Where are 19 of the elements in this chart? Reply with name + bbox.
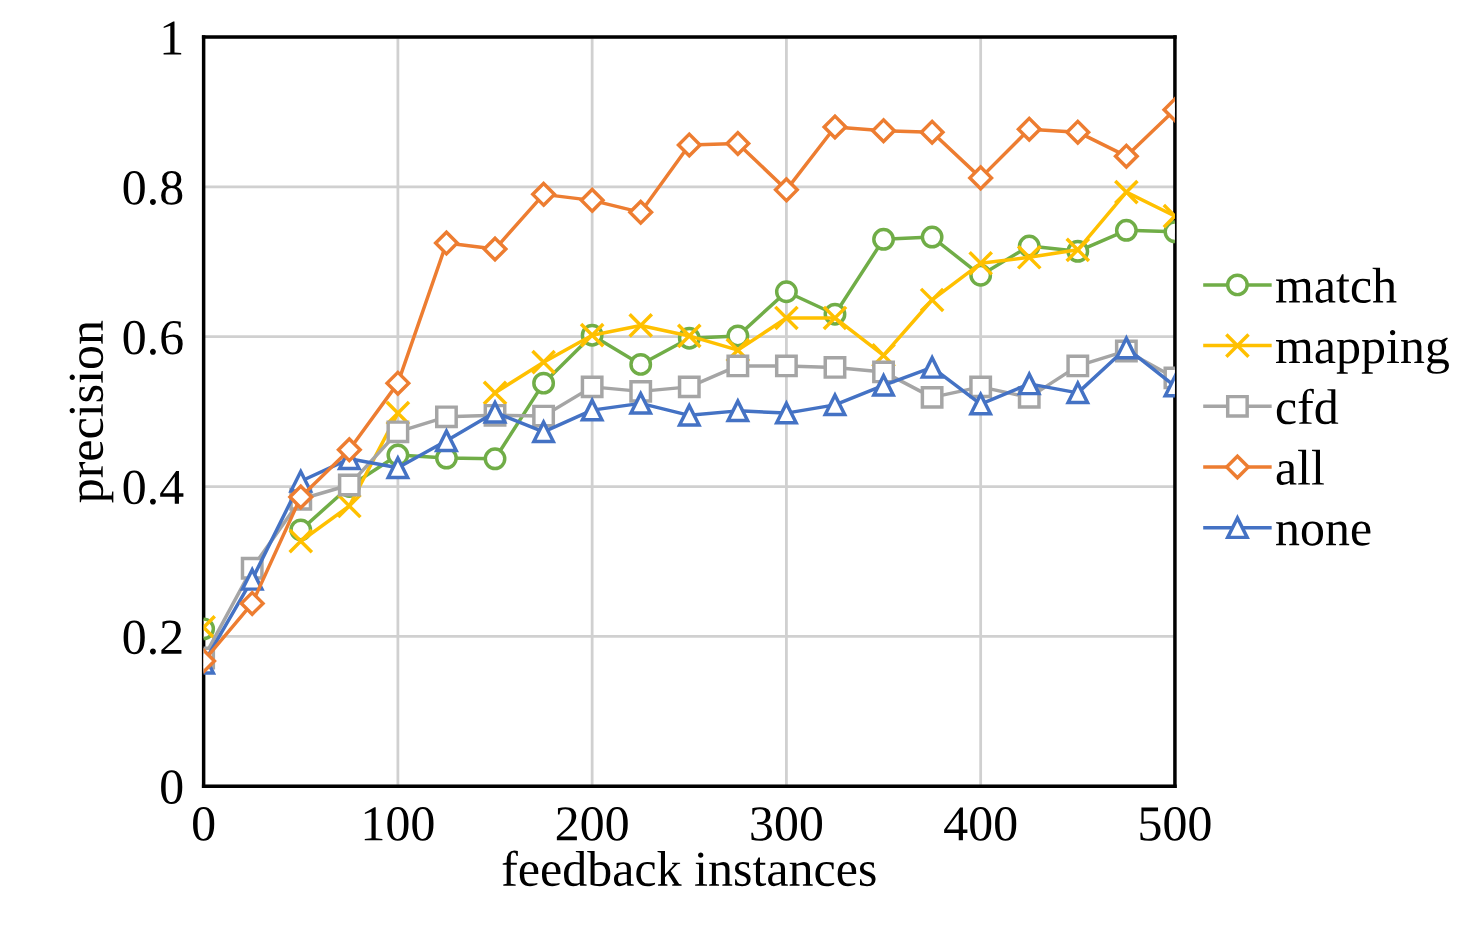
legend-label: match: [1275, 267, 1397, 303]
legend-label: mapping: [1275, 329, 1449, 374]
y-tick-label: 0.8: [123, 170, 183, 205]
x-tick-label: 100: [364, 807, 434, 841]
legend-label: cfd: [1276, 388, 1339, 425]
y-tick-label: 0: [161, 770, 183, 805]
x-tick-label: 400: [944, 807, 1017, 841]
x-tick-label: 300: [751, 807, 823, 841]
x-tick-label: 500: [1140, 807, 1211, 841]
y-tick-label: 0.4: [123, 470, 184, 505]
legend-label: none: [1276, 521, 1371, 546]
y-tick-label: 0.2: [123, 620, 182, 655]
x-axis-title: feedback instances: [502, 850, 876, 887]
y-axis-title: precision: [69, 320, 114, 503]
legend-label: all: [1276, 449, 1324, 485]
x-tick-label: 0: [193, 807, 215, 841]
x-tick-label: 200: [556, 807, 628, 841]
y-tick-label: 1: [163, 21, 182, 55]
y-tick-label: 0.6: [123, 320, 183, 355]
